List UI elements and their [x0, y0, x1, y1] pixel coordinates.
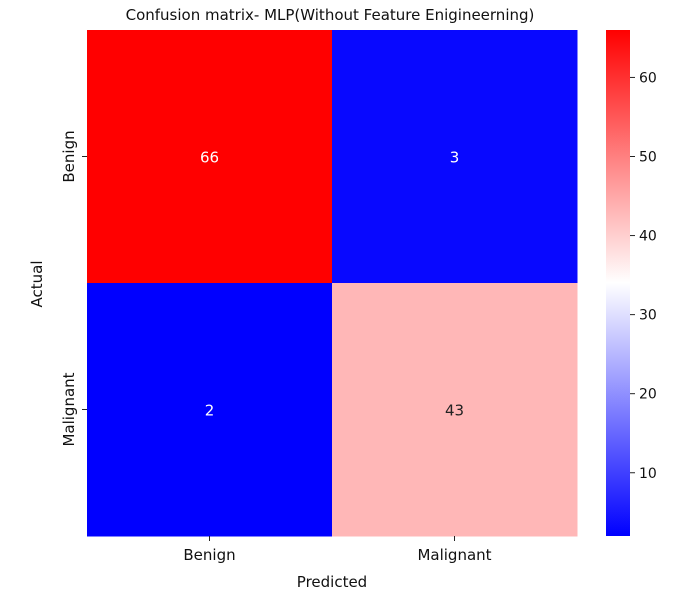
x-tick-label: Malignant: [417, 546, 491, 564]
colorbar-tick-label: 50: [639, 150, 657, 166]
heatmap-cells: [87, 30, 578, 537]
y-axis-ticks: Benign Malignant: [60, 130, 87, 447]
colorbar-tick-label: 20: [639, 387, 657, 403]
heatmap-cell-malignant-malignant: [332, 283, 578, 537]
y-axis-label: Actual: [28, 261, 46, 308]
colorbar: [606, 30, 630, 536]
chart-title: Confusion matrix- MLP(Without Feature En…: [126, 6, 535, 24]
heatmap-cell-benign-malignant: [332, 30, 578, 284]
x-axis-label: Predicted: [297, 573, 367, 591]
x-axis-ticks: Benign Malignant: [183, 536, 492, 564]
cell-value-label: 66: [200, 149, 219, 167]
y-tick-label: Malignant: [60, 372, 78, 446]
cell-value-label: 43: [445, 402, 464, 420]
y-tick-label: Benign: [60, 130, 78, 182]
x-tick-label: Benign: [183, 546, 235, 564]
colorbar-tick-label: 40: [639, 229, 657, 245]
heatmap-cell-malignant-benign: [87, 283, 333, 537]
heatmap-cell-labels: 66 3 2 43: [200, 149, 464, 420]
cell-value-label: 3: [450, 149, 460, 167]
colorbar-ticks: 10 20 30 40 50 60: [630, 70, 657, 482]
colorbar-tick-label: 10: [639, 466, 657, 482]
heatmap-cell-benign-benign: [87, 30, 333, 284]
colorbar-tick-label: 60: [639, 70, 657, 86]
cell-value-label: 2: [205, 402, 215, 420]
colorbar-tick-label: 30: [639, 308, 657, 324]
